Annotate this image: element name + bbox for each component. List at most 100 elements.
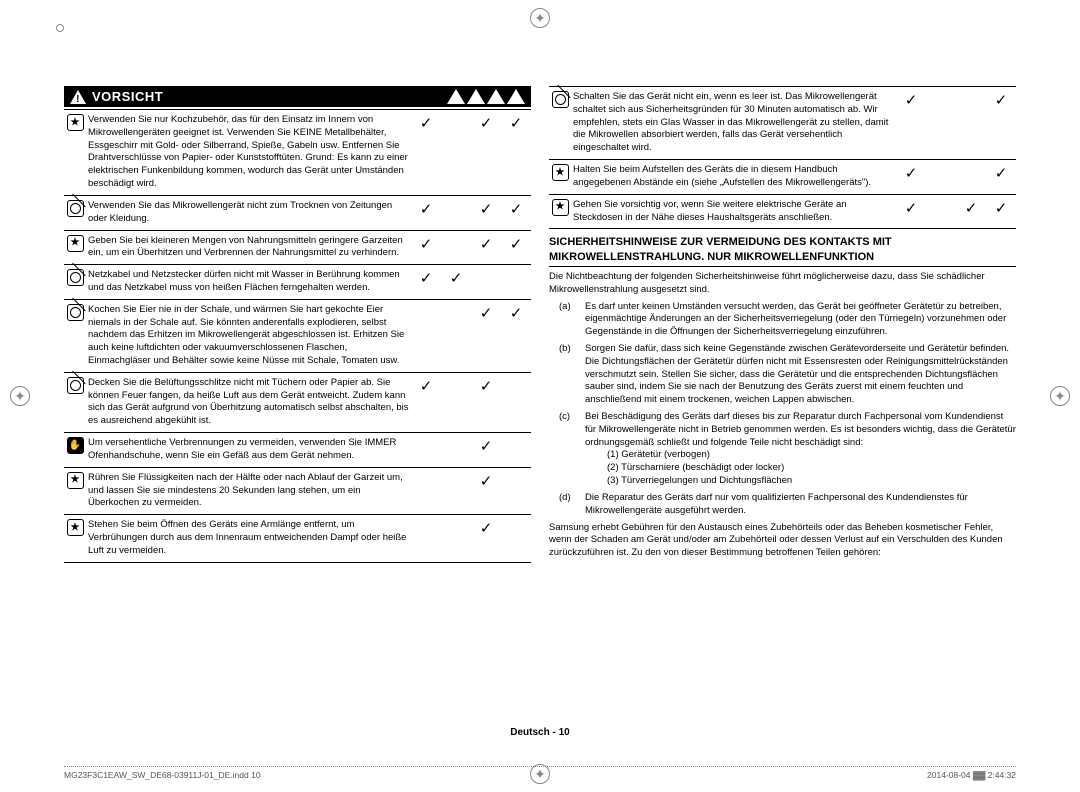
table-row: Kochen Sie Eier nie in der Schale, und w… (64, 299, 531, 372)
left-column: ! VORSICHT ★Verwenden Sie nur Kochzubehö… (64, 40, 531, 740)
check-cell: ✓ (501, 195, 531, 230)
prohibit-icon (67, 200, 84, 217)
table-row: Netzkabel und Netzstecker dürfen nicht m… (64, 265, 531, 300)
check-cell: ✓ (471, 230, 501, 265)
check-cell: ✓ (441, 265, 471, 300)
instruction-text: Gehen Sie vorsichtig vor, wenn Sie weite… (571, 194, 896, 229)
check-cell (926, 87, 956, 160)
check-cell: ✓ (411, 110, 441, 196)
sub-item: (1) Gerätetür (verbogen) (585, 449, 1016, 462)
check-cell: ✓ (501, 230, 531, 265)
check-cell (441, 515, 471, 562)
star-icon: ★ (67, 235, 84, 252)
footline-right: 2014-08-04 ▓▓ 2:44:32 (927, 770, 1016, 780)
sub-item: (2) Türscharniere (beschädigt oder locke… (585, 462, 1016, 475)
item-label: (c) (559, 411, 577, 488)
prohibit-icon (552, 91, 569, 108)
instruction-text: Halten Sie beim Aufstellen des Geräts di… (571, 160, 896, 195)
prohibit-icon (67, 304, 84, 321)
check-cell: ✓ (986, 160, 1016, 195)
item-text: Bei Beschädigung des Geräts darf dieses … (585, 411, 1016, 488)
star-icon: ★ (67, 519, 84, 536)
reg-mark-top: ✦ (530, 8, 550, 28)
left-instruction-table: ★Verwenden Sie nur Kochzubehör, das für … (64, 109, 531, 563)
check-cell (956, 87, 986, 160)
check-cell: ✓ (471, 299, 501, 372)
check-cell (441, 230, 471, 265)
check-cell: ✓ (986, 87, 1016, 160)
check-cell: ✓ (501, 110, 531, 196)
reg-mark-left: ✦ (10, 386, 30, 406)
item-text: Die Reparatur des Geräts darf nur vom qu… (585, 492, 1016, 518)
table-row: ★Rühren Sie Flüssigkeiten nach der Hälft… (64, 467, 531, 514)
table-row: ★Gehen Sie vorsichtig vor, wenn Sie weit… (549, 194, 1016, 229)
table-row: ★Verwenden Sie nur Kochzubehör, das für … (64, 110, 531, 196)
check-cell: ✓ (411, 265, 441, 300)
item-label: (d) (559, 492, 577, 518)
table-row: ★Stehen Sie beim Öffnen des Geräts eine … (64, 515, 531, 562)
corner-dot (56, 24, 64, 32)
check-cell (441, 195, 471, 230)
check-cell: ✓ (411, 195, 441, 230)
prohibit-icon (67, 269, 84, 286)
check-cell (926, 194, 956, 229)
safety-heading: SICHERHEITSHINWEISE ZUR VERMEIDUNG DES K… (549, 235, 1016, 267)
check-cell: ✓ (986, 194, 1016, 229)
star-icon: ★ (67, 114, 84, 131)
star-icon: ★ (552, 164, 569, 181)
safety-letter-list: (a) Es darf unter keinen Umständen versuc… (549, 301, 1016, 518)
table-row: ★Geben Sie bei kleineren Mengen von Nahr… (64, 230, 531, 265)
table-row: ✋Um versehentliche Verbrennungen zu verm… (64, 433, 531, 468)
check-cell (441, 372, 471, 432)
check-cell: ✓ (411, 230, 441, 265)
safety-outro: Samsung erhebt Gebühren für den Austausc… (549, 522, 1016, 560)
check-cell: ✓ (896, 160, 926, 195)
warning-icon: ! (70, 90, 86, 104)
safety-intro: Die Nichtbeachtung der folgenden Sicherh… (549, 271, 1016, 297)
right-instruction-table: Schalten Sie das Gerät nicht ein, wenn e… (549, 86, 1016, 229)
prohibit-icon (67, 377, 84, 394)
page-footer: Deutsch - 10 (0, 727, 1080, 738)
check-cell (501, 433, 531, 468)
instruction-text: Decken Sie die Belüftungsschlitze nicht … (86, 372, 411, 432)
item-label: (a) (559, 301, 577, 339)
glove-icon: ✋ (67, 437, 84, 454)
check-cell (501, 372, 531, 432)
check-cell (441, 299, 471, 372)
table-row: Verwenden Sie das Mikrowellengerät nicht… (64, 195, 531, 230)
instruction-text: Rühren Sie Flüssigkeiten nach der Hälfte… (86, 467, 411, 514)
instruction-text: Verwenden Sie das Mikrowellengerät nicht… (86, 195, 411, 230)
check-cell (501, 515, 531, 562)
check-cell (441, 467, 471, 514)
check-cell: ✓ (896, 194, 926, 229)
check-cell: ✓ (471, 467, 501, 514)
check-cell (956, 160, 986, 195)
header-category-icons (447, 89, 525, 104)
star-icon: ★ (67, 472, 84, 489)
check-cell: ✓ (471, 110, 501, 196)
check-cell: ✓ (411, 372, 441, 432)
check-cell: ✓ (471, 195, 501, 230)
header-title-text: VORSICHT (92, 89, 163, 104)
check-cell: ✓ (471, 372, 501, 432)
table-row: Decken Sie die Belüftungsschlitze nicht … (64, 372, 531, 432)
instruction-text: Stehen Sie beim Öffnen des Geräts eine A… (86, 515, 411, 562)
check-cell (926, 160, 956, 195)
sub-item: (3) Türverriegelungen und Dichtungsfläch… (585, 475, 1016, 488)
vorsicht-header: ! VORSICHT (64, 86, 531, 107)
instruction-text: Verwenden Sie nur Kochzubehör, das für d… (86, 110, 411, 196)
item-text: Es darf unter keinen Umständen versucht … (585, 301, 1016, 339)
instruction-text: Um versehentliche Verbrennungen zu verme… (86, 433, 411, 468)
star-icon: ★ (552, 199, 569, 216)
instruction-text: Kochen Sie Eier nie in der Schale, und w… (86, 299, 411, 372)
check-cell (441, 433, 471, 468)
table-row: Schalten Sie das Gerät nicht ein, wenn e… (549, 87, 1016, 160)
item-label: (b) (559, 343, 577, 407)
check-cell (501, 467, 531, 514)
right-column: Schalten Sie das Gerät nicht ein, wenn e… (549, 40, 1016, 740)
item-text: Sorgen Sie dafür, dass sich keine Gegens… (585, 343, 1016, 407)
instruction-text: Geben Sie bei kleineren Mengen von Nahru… (86, 230, 411, 265)
page-content: ! VORSICHT ★Verwenden Sie nur Kochzubehö… (64, 40, 1016, 740)
check-cell (411, 515, 441, 562)
footline-left: MG23F3C1EAW_SW_DE68-03911J-01_DE.indd 10 (64, 770, 261, 780)
